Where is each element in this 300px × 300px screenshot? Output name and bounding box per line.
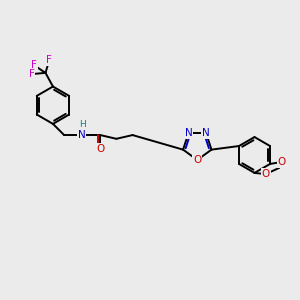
Text: N: N [78, 130, 86, 140]
Text: N: N [184, 128, 192, 138]
Text: O: O [262, 169, 270, 179]
Text: F: F [32, 60, 37, 70]
Text: N: N [202, 128, 210, 138]
Text: O: O [96, 144, 104, 154]
Text: F: F [46, 56, 52, 65]
Text: F: F [29, 69, 35, 79]
Text: O: O [278, 157, 286, 167]
Text: H: H [80, 120, 86, 129]
Text: O: O [193, 155, 201, 165]
